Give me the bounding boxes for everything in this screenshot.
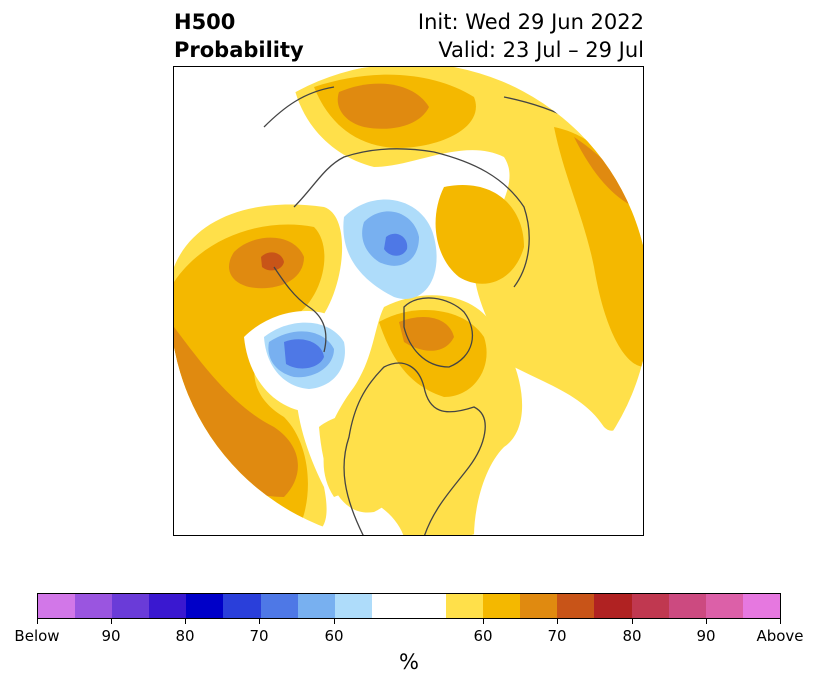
colorbar-segment xyxy=(483,594,521,618)
colorbar-tick-label: 90 xyxy=(101,627,121,645)
chart-title: H500 Probability xyxy=(174,8,304,64)
above-60-europe xyxy=(294,67,643,431)
colorbar-tick xyxy=(483,619,484,624)
colorbar-segment xyxy=(75,594,113,618)
colorbar-segment xyxy=(631,594,669,618)
colorbar-segment xyxy=(668,594,706,618)
polar-map xyxy=(174,67,643,535)
colorbar-segment xyxy=(520,594,558,618)
colorbar-tick xyxy=(185,619,186,624)
colorbar-segment xyxy=(742,594,780,618)
map-panel xyxy=(173,66,644,536)
colorbar-tick-label: Above xyxy=(756,627,804,645)
colorbar-tick xyxy=(111,619,112,624)
colorbar-unit: % xyxy=(399,650,419,674)
above-75-west-pacific xyxy=(261,252,284,271)
colorbar-segment xyxy=(149,594,187,618)
below-70-alaska xyxy=(284,339,324,369)
colorbar xyxy=(37,593,781,619)
above-70-east xyxy=(574,137,634,207)
colorbar-tick xyxy=(259,619,260,624)
chart-dates: Init: Wed 29 Jun 2022 Valid: 23 Jul – 29… xyxy=(418,8,644,64)
colorbar-tick-label: 90 xyxy=(696,627,716,645)
colorbar-segment xyxy=(112,594,150,618)
above-60-us xyxy=(319,413,408,513)
colorbar-tick-label: 60 xyxy=(324,627,344,645)
colorbar-segment xyxy=(223,594,261,618)
colorbar-tick-label: 70 xyxy=(547,627,567,645)
colorbar-tick-label: 80 xyxy=(175,627,195,645)
colorbar-segment xyxy=(260,594,298,618)
colorbar-segment xyxy=(446,594,484,618)
title-variable: H500 xyxy=(174,10,236,34)
colorbar-segment xyxy=(334,594,372,618)
colorbar-tick xyxy=(37,619,38,624)
colorbar-tick-label: 60 xyxy=(473,627,493,645)
above-65-asia xyxy=(435,185,524,284)
colorbar-segment xyxy=(371,594,447,618)
colorbar-tick-label: 80 xyxy=(622,627,642,645)
colorbar-segment xyxy=(705,594,743,618)
init-date: Init: Wed 29 Jun 2022 xyxy=(417,10,644,34)
colorbar-tick xyxy=(780,619,781,624)
colorbar-tick-label: 70 xyxy=(249,627,269,645)
colorbar-tick xyxy=(334,619,335,624)
colorbar-tick-label: Below xyxy=(14,627,60,645)
colorbar-segment xyxy=(297,594,335,618)
colorbar-tick xyxy=(706,619,707,624)
colorbar-tick xyxy=(557,619,558,624)
above-70-greenland xyxy=(399,317,454,351)
colorbar-segment xyxy=(38,594,76,618)
colorbar-segment xyxy=(557,594,595,618)
colorbar-segment xyxy=(186,594,224,618)
title-type: Probability xyxy=(174,38,304,62)
below-70-arctic xyxy=(384,233,408,256)
colorbar-tick xyxy=(632,619,633,624)
valid-dates: Valid: 23 Jul – 29 Jul xyxy=(438,38,644,62)
above-70-europe xyxy=(337,83,429,129)
colorbar-segment xyxy=(594,594,632,618)
